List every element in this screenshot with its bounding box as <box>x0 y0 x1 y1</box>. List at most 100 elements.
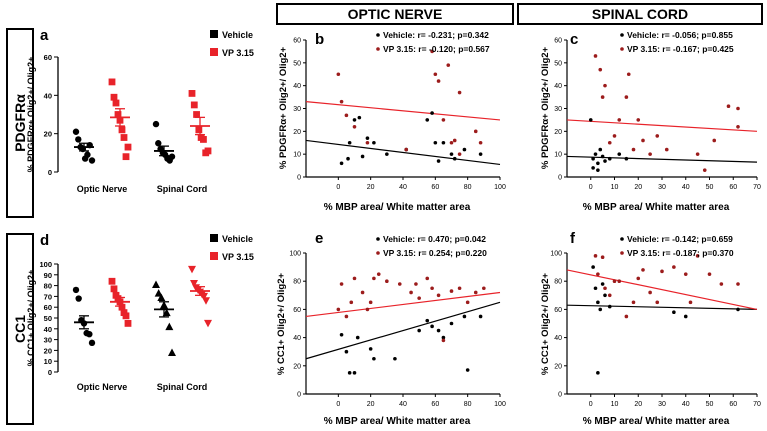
y-tick-label: 60 <box>44 303 52 312</box>
data-point <box>655 134 660 138</box>
data-point <box>603 293 607 298</box>
data-point <box>457 90 462 95</box>
y-tick-label: 60 <box>293 307 301 314</box>
data-point <box>365 140 370 145</box>
y-tick-label: 30 <box>44 336 52 345</box>
data-point <box>368 300 373 305</box>
y-tick-label: 60 <box>44 53 52 62</box>
data-point <box>441 338 446 343</box>
y-axis-label: % CC1+ Olig2+/ Olig2+ <box>26 270 36 367</box>
y-axis-label: % PDGFRα+ Olig2+/ Olig2+ <box>26 57 36 173</box>
y-tick-label: 40 <box>554 335 562 342</box>
data-point <box>86 331 93 338</box>
y-axis-label: % PDGFRα+ Olig2+/ Olig2+ <box>540 46 551 169</box>
data-point <box>617 152 622 156</box>
x-tick-label: 60 <box>729 401 737 408</box>
x-tick-label: 40 <box>399 401 407 408</box>
data-point <box>607 140 612 145</box>
category-label: Spinal Cord <box>157 184 208 194</box>
data-point <box>617 118 622 122</box>
data-point <box>436 293 441 298</box>
data-point <box>376 272 381 276</box>
x-tick-label: 30 <box>658 184 666 191</box>
legend-label: Vehicle <box>222 30 253 40</box>
data-point <box>631 147 636 152</box>
data-point <box>436 79 441 83</box>
data-point <box>624 156 629 161</box>
x-axis-label: % MBP area/ White matter area <box>324 416 471 427</box>
data-point <box>339 282 344 286</box>
data-point <box>397 282 402 286</box>
data-point <box>449 140 454 145</box>
data-point <box>664 147 669 152</box>
data-point <box>641 138 645 143</box>
data-point <box>425 318 430 323</box>
data-point <box>75 295 82 302</box>
x-tick-label: 0 <box>589 401 593 408</box>
x-tick-label: 100 <box>494 184 506 191</box>
data-point <box>417 328 421 333</box>
data-point <box>736 106 740 111</box>
column-header-optic-nerve: OPTIC NERVE <box>276 3 514 25</box>
data-point <box>88 339 96 347</box>
data-point <box>596 371 600 375</box>
data-point <box>695 152 700 156</box>
data-point <box>165 322 174 331</box>
annotation-bullet <box>620 237 624 241</box>
data-point <box>648 152 652 156</box>
y-tick-label: 90 <box>44 271 52 280</box>
data-point <box>473 129 478 134</box>
data-point <box>430 324 434 329</box>
data-point <box>600 95 605 99</box>
data-point <box>204 147 212 155</box>
y-axis-label: % CC1+ Olig2+/ Olig2+ <box>276 272 287 375</box>
data-point <box>588 118 593 122</box>
data-point <box>157 293 166 301</box>
y-axis-label: % PDGFRα+ Olig2+/ Olig2+ <box>278 46 289 169</box>
data-point <box>193 111 200 118</box>
fit-line <box>305 301 501 360</box>
x-axis-label: % MBP area/ White matter area <box>324 202 471 213</box>
x-tick-label: 0 <box>336 401 340 408</box>
y-tick-label: 20 <box>554 129 562 136</box>
data-point <box>352 124 357 129</box>
data-point <box>624 314 629 319</box>
data-point <box>702 168 707 172</box>
data-point <box>112 99 120 107</box>
data-point <box>357 115 362 120</box>
y-tick-label: 60 <box>293 38 301 45</box>
annotation-text: VP 3.15: r= -0.120; p=0.567 <box>383 44 490 54</box>
data-point <box>736 307 740 312</box>
data-point <box>672 310 676 315</box>
x-tick-label: 0 <box>336 184 340 191</box>
x-tick-label: 20 <box>634 401 642 408</box>
y-tick-label: 10 <box>44 357 52 366</box>
legend-swatch <box>210 234 218 242</box>
data-point <box>344 349 349 354</box>
annotation-text: VP 3.15: r= -0.187; p=0.370 <box>627 248 734 258</box>
data-point <box>372 140 376 145</box>
data-point <box>368 347 373 351</box>
x-tick-label: 60 <box>431 184 439 191</box>
y-tick-label: 0 <box>48 368 52 377</box>
data-point <box>695 254 700 258</box>
data-point <box>624 95 629 99</box>
data-point <box>457 152 462 156</box>
data-point <box>631 300 636 305</box>
x-axis-label: % MBP area/ White matter area <box>583 416 730 427</box>
annotation-text: Vehicle: r= 0.470; p=0.042 <box>383 234 486 244</box>
y-axis-label: % CC1+ Olig2+/ Olig2+ <box>540 272 551 375</box>
data-point <box>355 335 360 340</box>
x-tick-label: 70 <box>753 184 761 191</box>
y-tick-label: 80 <box>293 279 301 286</box>
legend-label: Vehicle <box>222 234 253 244</box>
data-point <box>195 126 203 134</box>
data-point <box>465 368 470 372</box>
data-point <box>672 265 676 269</box>
data-point <box>124 320 132 327</box>
category-label: Optic Nerve <box>77 184 128 194</box>
annotation-bullet <box>620 251 624 255</box>
data-point <box>360 290 365 295</box>
x-tick-label: 80 <box>464 184 472 191</box>
